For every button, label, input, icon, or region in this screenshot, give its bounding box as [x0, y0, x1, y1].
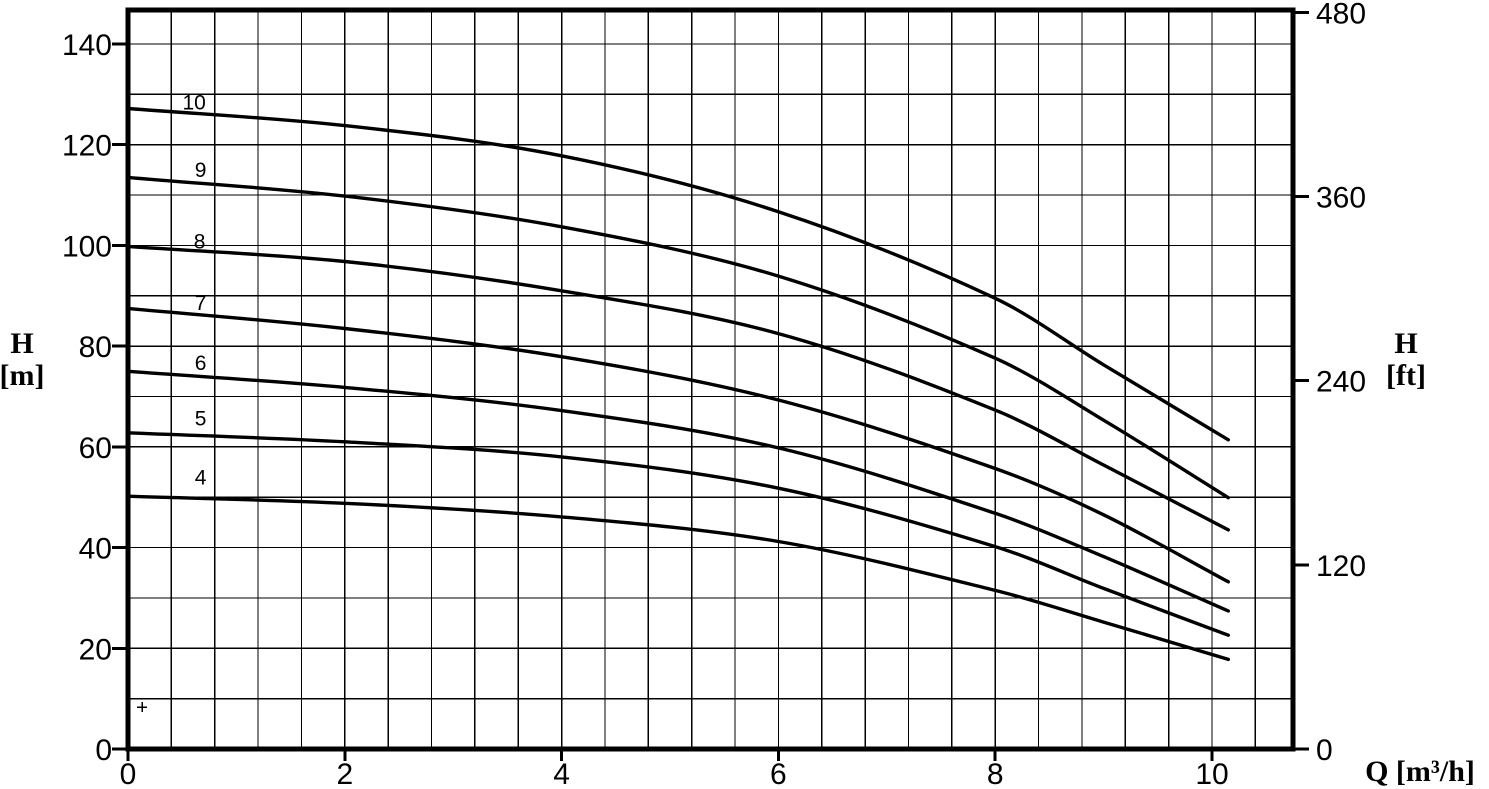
curve-label-8: 8 — [194, 230, 206, 253]
curve-10 — [126, 106, 1230, 442]
axis-ticks — [112, 10, 1309, 761]
y-right-tick-label: 480 — [1316, 0, 1366, 30]
curve-label-4: 4 — [195, 467, 207, 490]
y-right-axis-title-unit: [ft] — [1386, 359, 1426, 392]
x-axis-title: Q [m³/h] — [1365, 755, 1475, 788]
y-left-tick-label: 100 — [62, 230, 112, 263]
y-left-axis-title-unit: [m] — [0, 359, 44, 392]
pump-curves — [126, 106, 1230, 662]
plus-marker-glyph — [137, 702, 148, 713]
y-left-tick-label: 80 — [79, 331, 112, 364]
x-tick-label: 4 — [553, 758, 570, 789]
y-left-tick-label: 40 — [79, 533, 112, 566]
y-right-axis-title-symbol: H — [1394, 327, 1417, 360]
curve-label-10: 10 — [182, 91, 205, 114]
y-left-axis-title-symbol: H — [10, 327, 33, 360]
curve-4 — [126, 494, 1230, 662]
y-right-tick-label: 240 — [1316, 366, 1366, 399]
curve-5 — [126, 431, 1230, 637]
y-left-tick-label: 60 — [79, 432, 112, 465]
curve-7 — [126, 306, 1230, 584]
y-right-tick-label: 120 — [1316, 550, 1366, 583]
x-tick-label: 10 — [1195, 758, 1228, 789]
plus-marker — [137, 702, 148, 713]
curve-9 — [126, 175, 1230, 500]
y-left-tick-label: 20 — [79, 633, 112, 666]
plot-frame — [125, 7, 1296, 752]
curve-label-7: 7 — [195, 292, 207, 315]
y-right-tick-label: 360 — [1316, 181, 1366, 214]
x-tick-label: 2 — [336, 758, 353, 789]
y-left-tick-label: 0 — [95, 734, 112, 767]
curve-6 — [126, 369, 1230, 613]
curve-label-9: 9 — [195, 159, 207, 182]
pump-curve-labels: 10 9 8 7 6 5 4 — [182, 91, 206, 489]
y-left-tick-label: 120 — [62, 130, 112, 163]
x-tick-label: 6 — [770, 758, 787, 789]
y-right-tick-label: 0 — [1316, 734, 1333, 767]
curve-8 — [126, 244, 1230, 532]
curve-label-6: 6 — [195, 352, 207, 375]
curve-label-5: 5 — [195, 408, 207, 431]
y-left-tick-label: 140 — [62, 29, 112, 62]
x-tick-label: 8 — [987, 758, 1004, 789]
x-tick-label: 0 — [120, 758, 137, 789]
